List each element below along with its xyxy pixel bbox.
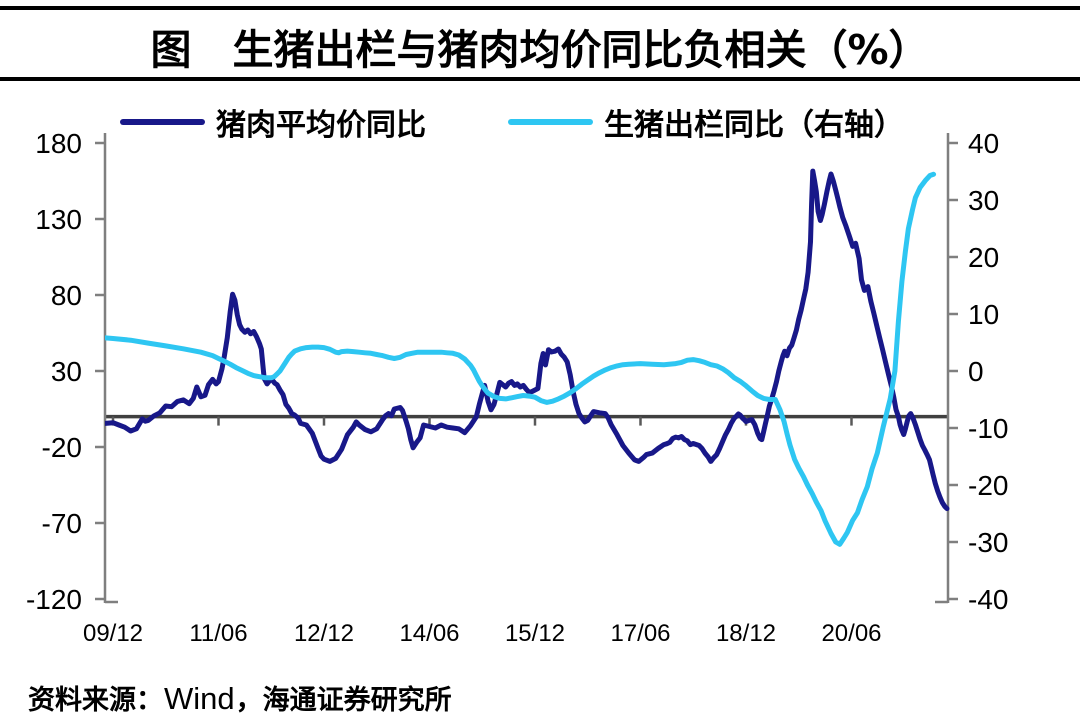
legend-item-pork-price: 猪肉平均价同比 bbox=[120, 100, 426, 144]
right-axis-tick-label: 20 bbox=[968, 242, 999, 273]
legend-item-hog-slaughter: 生猪出栏同比（右轴） bbox=[508, 100, 904, 144]
x-axis-tick-label: 20/06 bbox=[821, 620, 881, 647]
right-axis-tick-label: -10 bbox=[968, 413, 1008, 444]
title-rule-bottom bbox=[0, 77, 1080, 81]
x-axis-tick-label: 15/12 bbox=[505, 620, 565, 647]
series-hog-slaughter-line bbox=[105, 171, 937, 547]
right-axis-tick-label: 0 bbox=[968, 356, 984, 387]
x-axis-tick-label: 17/06 bbox=[610, 620, 670, 647]
right-axis-tick-label: -30 bbox=[968, 527, 1008, 558]
left-axis-tick-label: -20 bbox=[42, 432, 82, 463]
left-axis-tick-label: 30 bbox=[51, 356, 82, 387]
source-suffix: ，海通证券研究所 bbox=[235, 685, 452, 716]
left-axis-tick-label: 130 bbox=[35, 204, 82, 235]
legend-label-pork-price: 猪肉平均价同比 bbox=[216, 108, 426, 143]
left-axis-tick-label: -120 bbox=[26, 584, 82, 615]
source-prefix: 资料来源： bbox=[28, 685, 163, 716]
legend-label-hog-slaughter: 生猪出栏同比（右轴） bbox=[604, 108, 904, 143]
legend-swatch-hog-slaughter-icon bbox=[508, 119, 593, 125]
x-axis-tick-label: 14/06 bbox=[399, 620, 459, 647]
chart-legend: 猪肉平均价同比 生猪出栏同比（右轴） bbox=[0, 100, 1080, 144]
x-axis-tick-label: 18/12 bbox=[716, 620, 776, 647]
axes-layer bbox=[95, 133, 958, 604]
right-axis-tick-label: -20 bbox=[968, 470, 1008, 501]
right-axis-tick-label: 10 bbox=[968, 299, 999, 330]
left-axis-tick-label: -70 bbox=[42, 508, 82, 539]
source-note: 资料来源： Wind ，海通证券研究所 bbox=[28, 678, 452, 717]
x-axis-tick-label: 09/12 bbox=[83, 620, 143, 647]
right-axis-tick-label: 30 bbox=[968, 185, 999, 216]
source-vendor: Wind bbox=[164, 681, 235, 716]
series-pork-price-line bbox=[105, 168, 950, 512]
left-axis-tick-label: 80 bbox=[51, 280, 82, 311]
left-axis-tick-label: 180 bbox=[35, 128, 82, 159]
figure-title: 图 生猪出栏与猪肉均价同比负相关（%） bbox=[150, 26, 930, 74]
x-axis-tick-label: 12/12 bbox=[294, 620, 354, 647]
legend-swatch-pork-price-icon bbox=[120, 119, 205, 125]
right-axis-tick-label: -40 bbox=[968, 584, 1008, 615]
axis-labels-layer: 180 130 80 30 -20 -70 -120 40 30 20 10 0 -10 -20 -30 -4… bbox=[26, 128, 1009, 647]
x-axis-tick-label: 11/06 bbox=[189, 620, 247, 647]
title-rule-top bbox=[0, 6, 1080, 10]
right-axis-tick-label: 40 bbox=[968, 128, 999, 159]
